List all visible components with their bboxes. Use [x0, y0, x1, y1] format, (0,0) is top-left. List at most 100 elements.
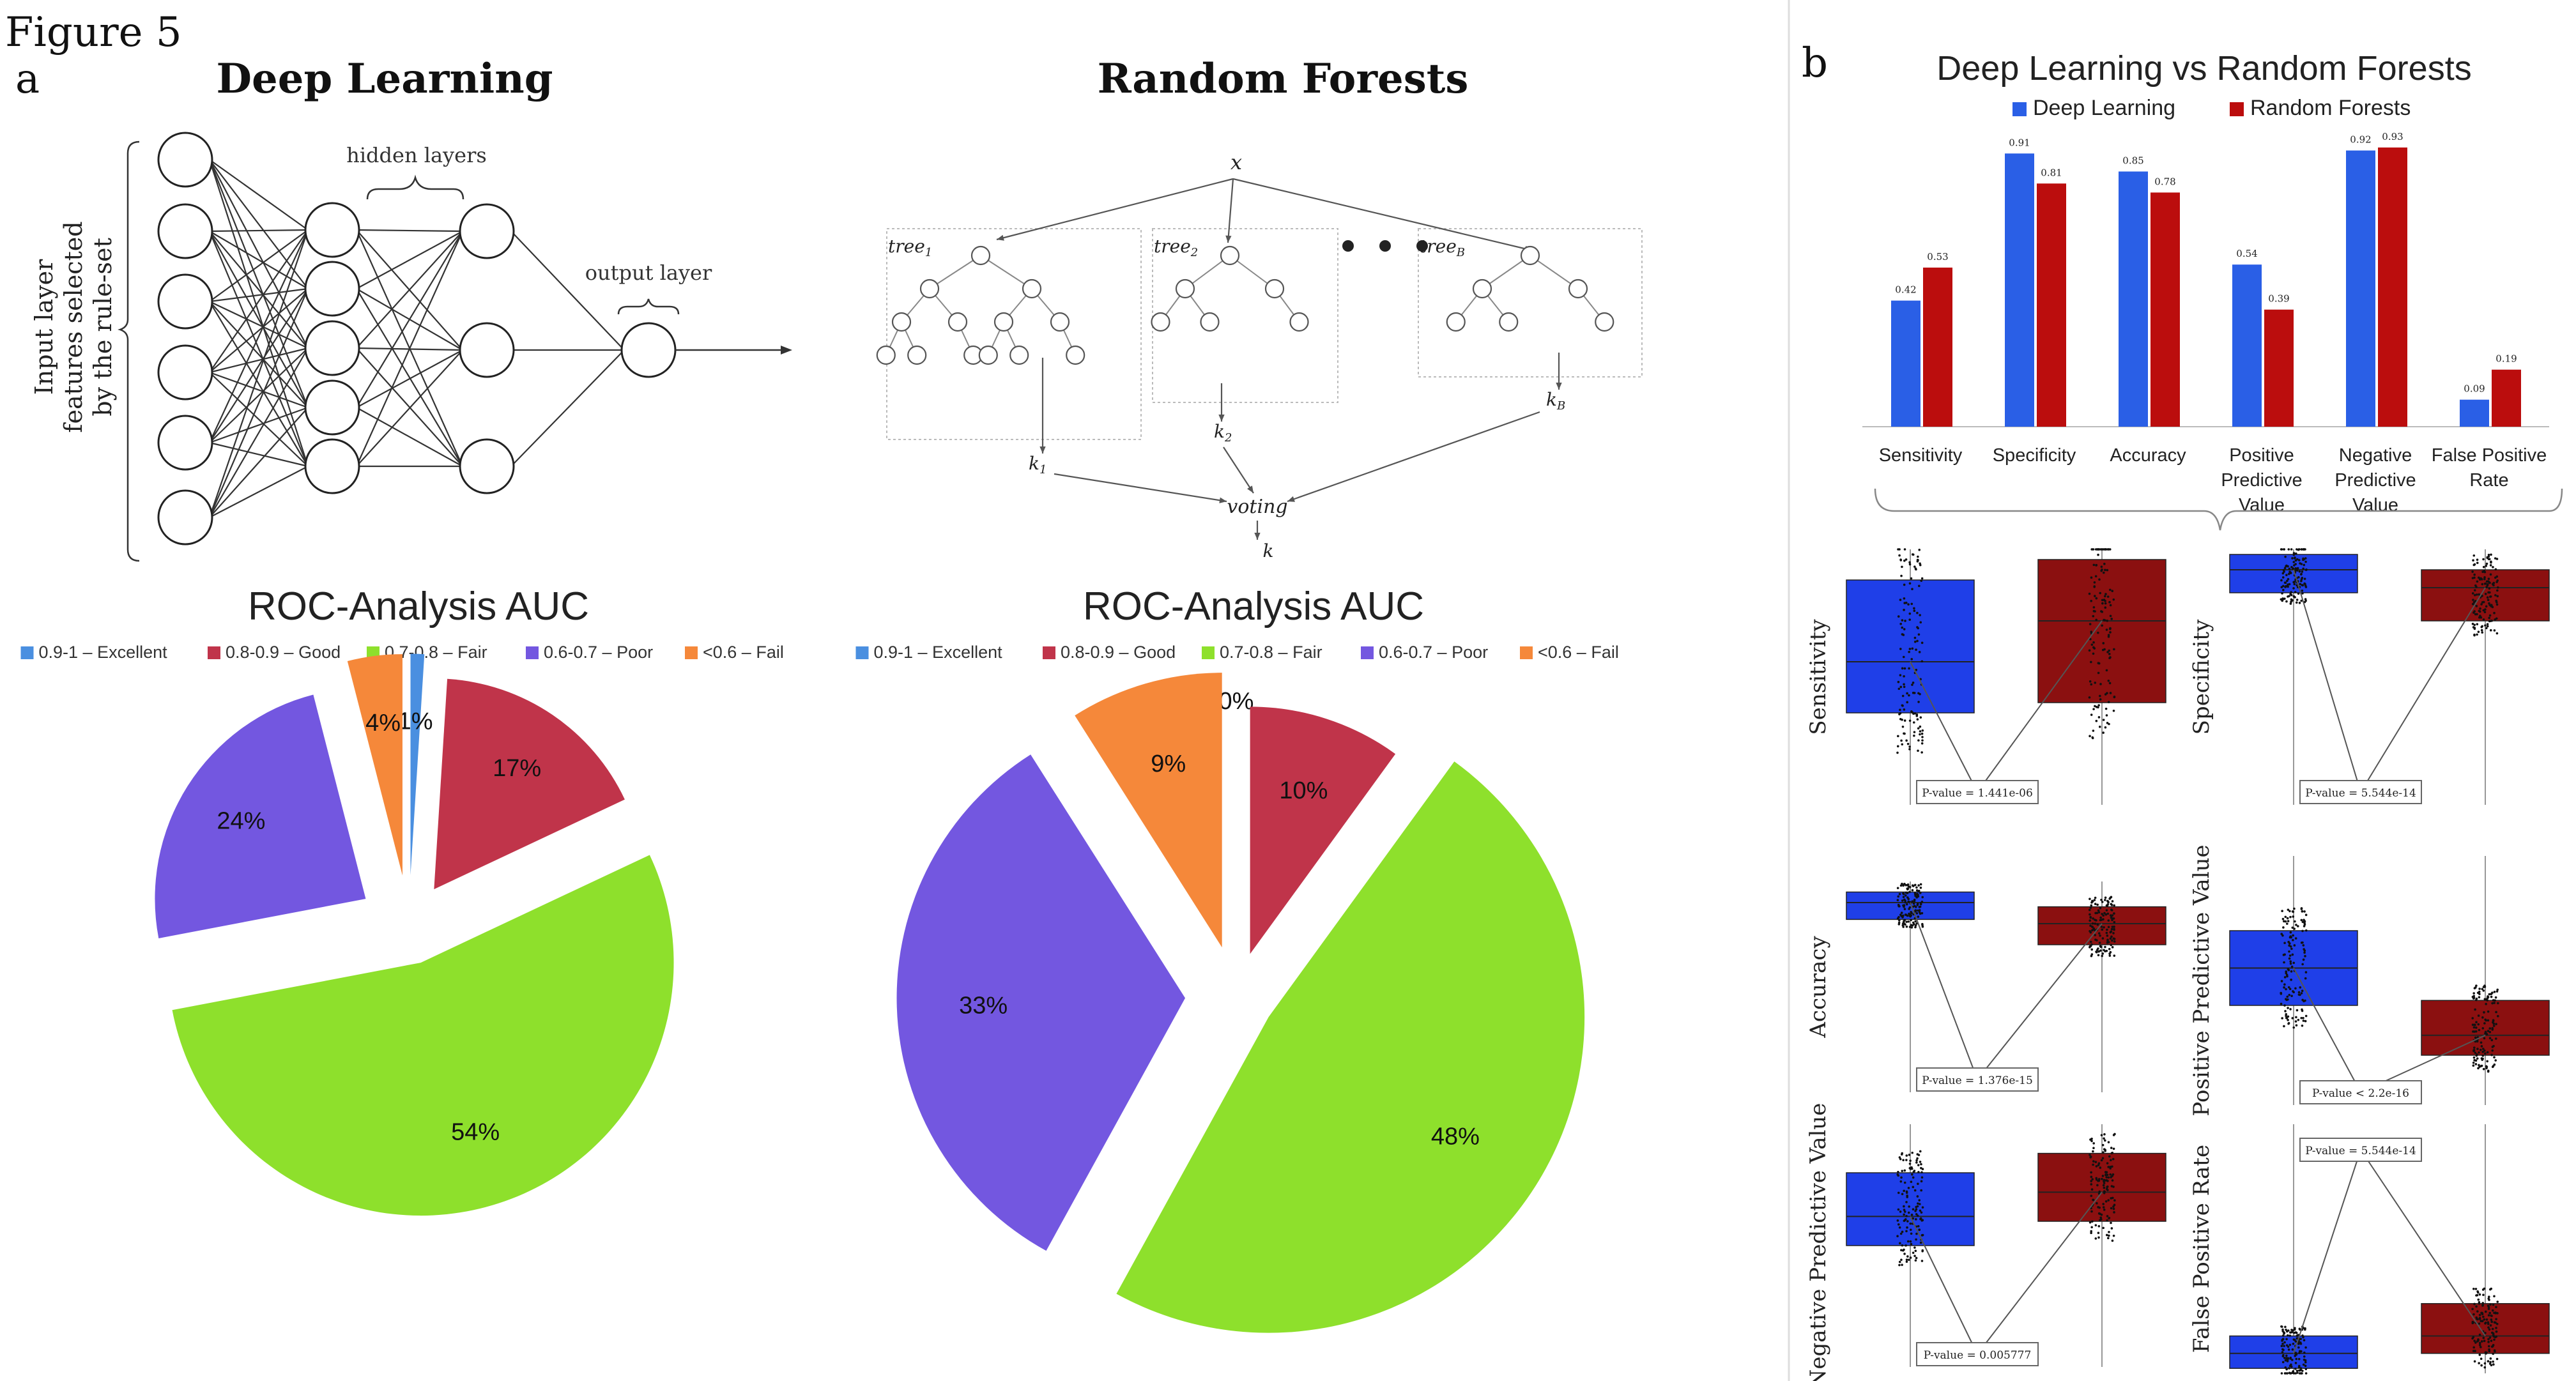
box-point-2-0-110	[1903, 908, 1906, 910]
box-point-3-1-92	[2486, 1060, 2488, 1063]
box-point-4-0-105	[1905, 1154, 1908, 1157]
box-point-0-1-93	[2101, 648, 2104, 652]
random-forest-diagram: Random Forests x tree1 tree2 treeB k1 k2…	[876, 55, 1643, 561]
box-point-2-0-29	[1905, 920, 1908, 923]
box-point-0-1-68	[2099, 548, 2103, 551]
pie-chart-random-forests: ROC-Analysis AUC 0.9-1 – Excellent 0.8-0.…	[855, 584, 1619, 1333]
box-point-5-1-55	[2476, 1290, 2479, 1293]
box-point-4-1-101	[2101, 1175, 2104, 1177]
box-point-4-1-120	[2091, 1178, 2094, 1180]
legend-label-3: 0.6-0.7 – Poor	[1379, 643, 1488, 662]
box-point-1-1-18	[2476, 561, 2479, 565]
box-point-0-1-77	[2104, 602, 2107, 605]
box-point-2-1-71	[2097, 932, 2101, 935]
box-point-2-0-44	[1919, 912, 1922, 915]
box-point-4-0-123	[1905, 1215, 1908, 1217]
box-point-3-0-107	[2287, 998, 2289, 1001]
box-point-1-1-91	[2475, 593, 2478, 596]
box-point-0-1-70	[2100, 565, 2103, 568]
box-point-3-1-101	[2485, 1003, 2487, 1005]
box-point-3-1-50	[2471, 1023, 2474, 1026]
box-point-1-0-9	[2297, 559, 2301, 561]
box-point-2-0-86	[1916, 893, 1919, 896]
box-point-2-0-85	[1919, 902, 1922, 904]
box-point-2-0-118	[1903, 919, 1906, 922]
box-point-3-1-114	[2482, 1067, 2485, 1071]
box-point-3-0-37	[2295, 924, 2297, 926]
box-point-4-1-26	[2105, 1233, 2108, 1237]
box-point-0-0-22	[1908, 582, 1912, 585]
box-point-2-0-104	[1911, 889, 1914, 892]
box-point-0-1-79	[2097, 716, 2101, 719]
box-point-2-0-73	[1921, 896, 1924, 899]
tree2-to-k2-arrow-head	[1218, 414, 1225, 422]
box-point-2-0-47	[1917, 915, 1920, 918]
box-point-5-0-110	[2294, 1352, 2297, 1355]
box-point-2-1-87	[2101, 901, 2104, 903]
box-point-5-1-97	[2485, 1318, 2488, 1321]
nn-edge-0-2-1	[209, 287, 309, 303]
box-point-5-1-84	[2478, 1362, 2480, 1364]
box-point-3-1-120	[2492, 999, 2495, 1002]
box-point-1-1-5	[2472, 554, 2476, 557]
tree1-edge-1-0	[929, 255, 981, 289]
box-point-4-0-6	[1916, 1195, 1919, 1198]
box-point-1-1-97	[2483, 576, 2486, 579]
nn-edge-0-4-3	[209, 406, 309, 444]
box-point-3-0-102	[2287, 986, 2290, 989]
box-point-0-0-47	[1915, 668, 1918, 671]
box-ylabel-0: Sensitivity	[1805, 619, 1831, 735]
box-point-3-0-115	[2290, 970, 2293, 973]
tree-2-label: tree2	[1154, 236, 1198, 259]
box-point-4-1-41	[2110, 1207, 2113, 1210]
bar-category-4-line-1: Predictive	[2334, 470, 2416, 491]
box-point-3-1-32	[2493, 991, 2496, 993]
bar-3-0	[2232, 264, 2262, 427]
box-point-5-0-42	[2283, 1341, 2286, 1344]
box-point-2-0-119	[1919, 886, 1922, 889]
box-point-4-0-1	[1915, 1218, 1917, 1221]
box-point-5-0-126	[2283, 1357, 2286, 1359]
box-point-3-1-39	[2494, 996, 2497, 999]
box-point-3-1-51	[2480, 1041, 2483, 1044]
box-point-4-0-131	[1901, 1244, 1904, 1247]
box-point-3-1-23	[2480, 1045, 2483, 1048]
box-point-0-0-81	[1899, 648, 1902, 650]
box-point-0-0-137	[1918, 549, 1921, 551]
box-point-4-1-126	[2110, 1227, 2113, 1230]
tree2-node-3	[1264, 278, 1285, 299]
tree1-node-9	[907, 345, 927, 365]
box-point-0-0-28	[1897, 687, 1901, 690]
box-point-3-1-1	[2482, 989, 2485, 992]
box-point-1-0-45	[2281, 572, 2285, 575]
box-point-4-0-139	[1913, 1246, 1916, 1249]
box-point-5-0-33	[2297, 1357, 2301, 1361]
tree1-node-5	[947, 312, 968, 332]
box-point-3-1-133	[2481, 1016, 2484, 1019]
box-point-1-1-137	[2471, 577, 2474, 579]
box-point-3-1-42	[2496, 988, 2499, 991]
box-point-3-0-34	[2301, 963, 2304, 966]
box-point-1-1-114	[2497, 586, 2499, 589]
box-point-1-1-119	[2482, 565, 2485, 568]
box-point-4-1-124	[2097, 1179, 2101, 1182]
nn-edge-1-1-0	[356, 231, 463, 289]
box-point-2-0-132	[1902, 914, 1905, 917]
box-point-5-1-95	[2471, 1320, 2474, 1324]
box-point-1-1-60	[2475, 605, 2478, 607]
box-point-3-0-38	[2300, 908, 2303, 910]
box-point-1-1-44	[2471, 592, 2474, 595]
box-point-2-0-43	[1901, 924, 1905, 927]
nn-node-2-2	[459, 438, 515, 494]
box-point-4-0-69	[1896, 1173, 1899, 1176]
pvalue-text-3: P-value < 2.2e-16	[2312, 1087, 2409, 1100]
hidden-layers-brace	[366, 174, 464, 200]
box-point-0-1-14	[2111, 590, 2114, 593]
box-point-5-1-111	[2487, 1314, 2490, 1316]
bar-category-4-line-0: Negative	[2339, 445, 2412, 466]
box-point-2-1-112	[2093, 899, 2096, 901]
box-panel-0: Sensitivity P-value = 1.441e-06	[1805, 548, 2166, 805]
box-point-2-1-5	[2105, 909, 2108, 912]
box-point-2-0-71	[1902, 904, 1905, 907]
box-point-3-1-7	[2482, 1048, 2485, 1050]
